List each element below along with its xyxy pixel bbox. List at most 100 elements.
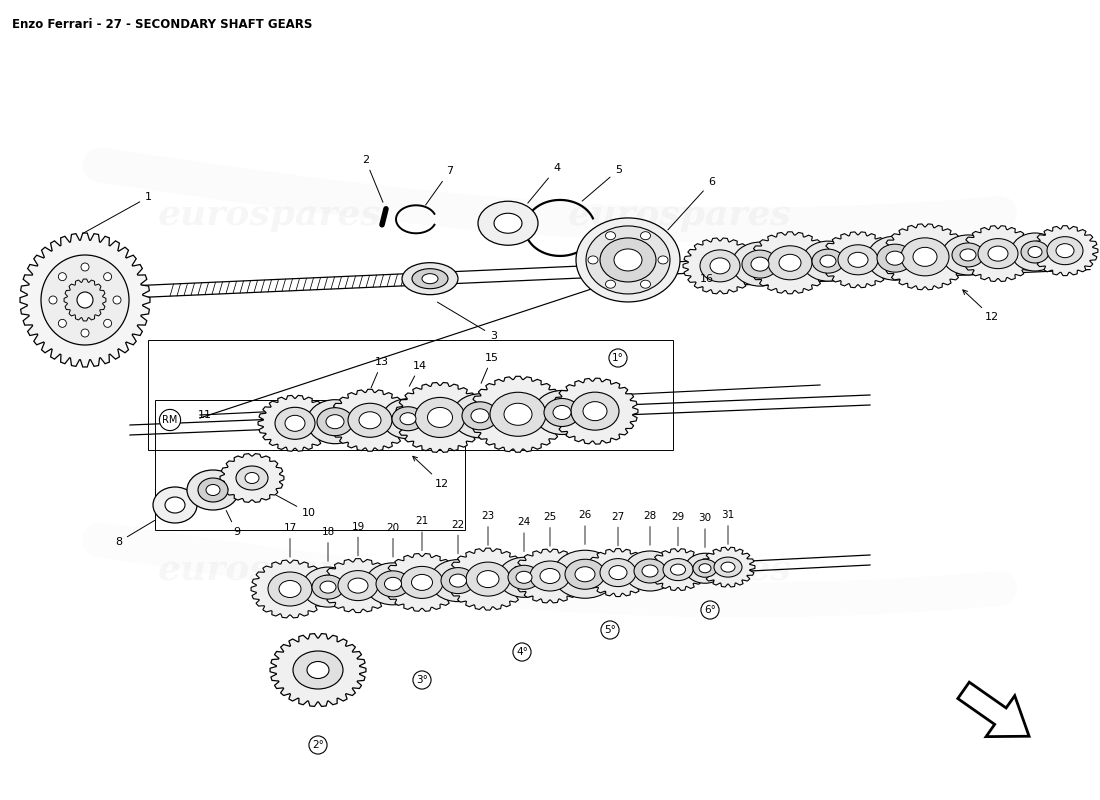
Ellipse shape <box>820 255 836 267</box>
Ellipse shape <box>614 249 642 271</box>
Ellipse shape <box>600 238 656 282</box>
Ellipse shape <box>710 258 730 274</box>
Ellipse shape <box>913 247 937 266</box>
Text: eurospares: eurospares <box>158 198 382 232</box>
Ellipse shape <box>206 485 220 495</box>
Text: 5°: 5° <box>604 625 616 635</box>
Text: 15: 15 <box>481 353 499 383</box>
Polygon shape <box>649 549 707 590</box>
Ellipse shape <box>462 402 498 430</box>
Ellipse shape <box>600 558 636 586</box>
Ellipse shape <box>466 562 510 596</box>
Ellipse shape <box>605 280 616 288</box>
Text: 2: 2 <box>362 154 383 202</box>
Ellipse shape <box>293 651 343 689</box>
Ellipse shape <box>402 262 458 294</box>
Ellipse shape <box>302 567 354 607</box>
Ellipse shape <box>452 394 508 438</box>
Ellipse shape <box>571 392 619 430</box>
Ellipse shape <box>348 403 392 438</box>
Ellipse shape <box>326 414 344 429</box>
Text: 6: 6 <box>668 177 715 230</box>
Text: 27: 27 <box>612 512 625 546</box>
Ellipse shape <box>103 319 111 327</box>
Polygon shape <box>329 390 411 451</box>
Ellipse shape <box>338 570 378 601</box>
Ellipse shape <box>103 273 111 281</box>
Ellipse shape <box>81 263 89 271</box>
Ellipse shape <box>320 581 336 593</box>
Text: 18: 18 <box>321 527 334 562</box>
Text: 16: 16 <box>700 274 714 284</box>
Ellipse shape <box>663 558 693 581</box>
Ellipse shape <box>312 575 344 599</box>
Bar <box>148 340 673 450</box>
Ellipse shape <box>634 559 665 583</box>
Ellipse shape <box>960 249 976 261</box>
Ellipse shape <box>392 406 424 430</box>
Ellipse shape <box>640 280 650 288</box>
Polygon shape <box>258 395 332 451</box>
Ellipse shape <box>732 242 788 286</box>
Ellipse shape <box>307 662 329 678</box>
Ellipse shape <box>307 400 363 444</box>
Ellipse shape <box>376 571 410 597</box>
Ellipse shape <box>540 569 560 583</box>
Polygon shape <box>469 376 566 452</box>
Ellipse shape <box>504 403 532 426</box>
Ellipse shape <box>698 564 711 573</box>
Text: 2°: 2° <box>312 740 323 750</box>
Ellipse shape <box>50 296 57 304</box>
Text: 1: 1 <box>82 192 152 234</box>
Ellipse shape <box>877 244 913 272</box>
Text: 10: 10 <box>276 495 316 518</box>
Ellipse shape <box>1011 233 1059 271</box>
Ellipse shape <box>583 402 607 421</box>
Ellipse shape <box>279 581 301 598</box>
Polygon shape <box>395 382 485 452</box>
Ellipse shape <box>81 329 89 337</box>
Ellipse shape <box>802 241 854 281</box>
Polygon shape <box>321 558 395 613</box>
Ellipse shape <box>534 390 590 434</box>
Ellipse shape <box>411 574 432 590</box>
Text: 20: 20 <box>386 523 399 557</box>
Ellipse shape <box>153 487 197 523</box>
Ellipse shape <box>544 398 580 426</box>
Text: 13: 13 <box>371 358 389 388</box>
Ellipse shape <box>236 466 268 490</box>
Polygon shape <box>513 549 587 603</box>
Ellipse shape <box>412 269 448 289</box>
Text: 11: 11 <box>198 410 212 420</box>
Polygon shape <box>821 232 895 288</box>
Ellipse shape <box>779 254 801 271</box>
Text: 24: 24 <box>517 518 530 551</box>
Ellipse shape <box>530 561 570 591</box>
Polygon shape <box>585 549 651 597</box>
Polygon shape <box>683 238 757 294</box>
Text: 12: 12 <box>412 456 449 489</box>
Ellipse shape <box>498 558 550 598</box>
Ellipse shape <box>165 497 185 513</box>
Ellipse shape <box>586 226 670 294</box>
Ellipse shape <box>671 564 685 575</box>
Ellipse shape <box>359 412 381 429</box>
Ellipse shape <box>317 408 353 436</box>
Ellipse shape <box>478 202 538 246</box>
Ellipse shape <box>58 319 66 327</box>
Ellipse shape <box>714 557 742 577</box>
Ellipse shape <box>642 565 658 577</box>
Ellipse shape <box>768 246 812 280</box>
Ellipse shape <box>58 273 66 281</box>
Text: 26: 26 <box>579 510 592 545</box>
Text: 8: 8 <box>116 521 155 547</box>
Ellipse shape <box>268 572 312 606</box>
Text: 19: 19 <box>351 522 364 556</box>
Text: 6°: 6° <box>704 605 716 615</box>
Polygon shape <box>20 233 150 367</box>
Ellipse shape <box>490 392 546 436</box>
Text: 4°: 4° <box>516 647 528 657</box>
Text: 5: 5 <box>582 165 621 201</box>
Ellipse shape <box>198 478 228 502</box>
Polygon shape <box>749 232 830 294</box>
